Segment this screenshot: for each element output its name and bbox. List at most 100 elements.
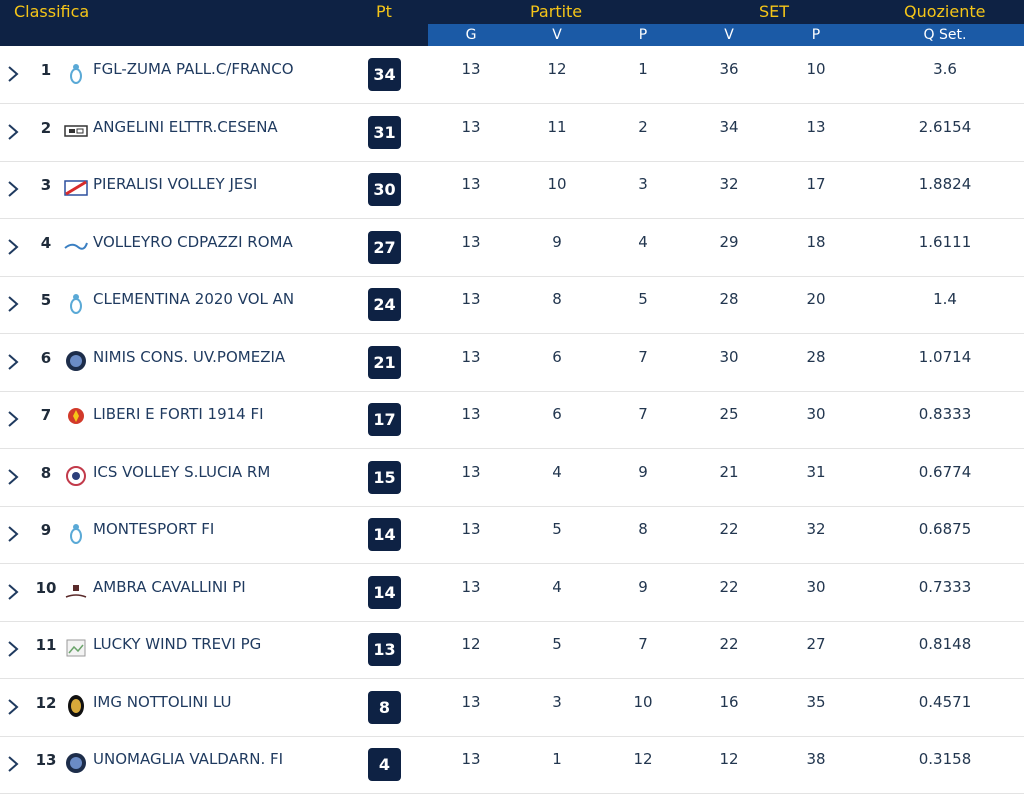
rank: 12 <box>35 693 57 712</box>
cell-g: 13 <box>461 520 481 538</box>
table-row[interactable]: 6 NIMIS CONS. UV.POMEZIA 21 13 6 7 30 28 1.0714 <box>0 334 1024 392</box>
cell-v: 9 <box>552 232 562 251</box>
team-name[interactable]: MONTESPORT FI <box>93 520 215 538</box>
header-partite: Partite <box>530 2 583 21</box>
chevron-right-icon[interactable] <box>6 754 20 774</box>
round-badge-icon <box>64 349 88 373</box>
table-row[interactable]: 11 LUCKY WIND TREVI PG 13 12 5 7 22 27 0.8148 <box>0 621 1024 679</box>
cell-g: 13 <box>461 117 481 136</box>
subheader-qset: Q Set. <box>923 27 967 43</box>
chevron-right-icon[interactable] <box>6 467 20 487</box>
chevron-right-icon[interactable] <box>6 639 20 659</box>
team-name[interactable]: PIERALISI VOLLEY JESI <box>93 175 258 193</box>
chevron-right-icon[interactable] <box>6 122 20 142</box>
cell-sp: 20 <box>806 290 826 308</box>
crest-logo-icon <box>64 406 88 430</box>
points-badge: 13 <box>368 633 401 666</box>
cell-g: 13 <box>461 405 481 423</box>
team-name[interactable]: AMBRA CAVALLINI PI <box>93 577 246 596</box>
team-name[interactable]: LUCKY WIND TREVI PG <box>93 635 262 653</box>
table-row[interactable]: 10 AMBRA CAVALLINI PI 14 13 4 9 22 30 0.7333 <box>0 564 1024 622</box>
flag-logo-icon <box>64 176 88 200</box>
rank: 6 <box>40 348 52 367</box>
cell-g: 13 <box>461 577 481 596</box>
points-badge: 14 <box>368 575 401 609</box>
points-badge: 31 <box>368 115 401 149</box>
cell-v: 10 <box>547 175 567 193</box>
table-row[interactable]: 12 IMG NOTTOLINI LU 8 13 3 10 16 35 0.4571 <box>0 679 1024 737</box>
chevron-right-icon[interactable] <box>6 409 20 429</box>
table-row[interactable]: 3 PIERALISI VOLLEY JESI 30 13 10 3 32 17 1.8824 <box>0 161 1024 219</box>
cell-p: 4 <box>638 232 648 251</box>
cell-sv: 28 <box>719 290 739 308</box>
rank: 9 <box>40 521 52 539</box>
table-row[interactable]: 5 CLEMENTINA 2020 VOL AN 24 13 8 5 28 20 1.4 <box>0 276 1024 334</box>
chevron-right-icon[interactable] <box>6 294 20 314</box>
team-name[interactable]: ANGELINI ELTTR.CESENA <box>93 117 278 136</box>
cell-v: 12 <box>547 60 567 78</box>
cell-p: 8 <box>638 520 648 538</box>
cell-p: 12 <box>633 750 653 768</box>
rank: 13 <box>35 751 57 769</box>
cell-q: 0.6875 <box>918 520 972 538</box>
table-row[interactable]: 4 VOLLEYRO CDPAZZI ROMA 27 13 9 4 29 18 1.6111 <box>0 219 1024 277</box>
points-badge: 15 <box>368 460 401 494</box>
cell-q: 3.6 <box>933 60 957 78</box>
team-name[interactable]: VOLLEYRO CDPAZZI ROMA <box>93 232 293 251</box>
cell-v: 6 <box>552 405 562 423</box>
team-name[interactable]: ICS VOLLEY S.LUCIA RM <box>93 462 271 481</box>
subheader-set-p: P <box>811 27 821 43</box>
rank: 3 <box>40 176 52 194</box>
cell-sp: 32 <box>806 520 826 538</box>
cell-v: 11 <box>547 117 567 136</box>
cell-q: 1.8824 <box>918 175 972 193</box>
round-badge-icon <box>64 751 88 775</box>
team-name[interactable]: UNOMAGLIA VALDARN. FI <box>93 750 284 768</box>
points-badge: 24 <box>368 288 401 321</box>
team-name[interactable]: LIBERI E FORTI 1914 FI <box>93 405 264 423</box>
chevron-right-icon[interactable] <box>6 179 20 199</box>
cell-p: 9 <box>638 577 648 596</box>
chevron-right-icon[interactable] <box>6 582 20 602</box>
cell-v: 8 <box>552 290 562 308</box>
cell-p: 7 <box>638 405 648 423</box>
chevron-right-icon[interactable] <box>6 64 20 84</box>
cell-p: 1 <box>638 60 648 78</box>
cell-q: 1.6111 <box>918 232 972 251</box>
cell-sp: 13 <box>806 117 826 136</box>
table-row[interactable]: 13 UNOMAGLIA VALDARN. FI 4 13 1 12 12 38 0.3158 <box>0 736 1024 794</box>
table-row[interactable]: 1 FGL-ZUMA PALL.C/FRANCO 34 13 12 1 36 10 3.6 <box>0 46 1024 104</box>
table-row[interactable]: 2 ANGELINI ELTTR.CESENA 31 13 11 2 34 13 2.6154 <box>0 104 1024 162</box>
cell-g: 13 <box>461 232 481 251</box>
cell-v: 4 <box>552 462 562 481</box>
subheader-bar <box>428 24 1024 46</box>
table-row[interactable]: 8 ICS VOLLEY S.LUCIA RM 15 13 4 9 21 31 0.6774 <box>0 449 1024 507</box>
cell-sp: 28 <box>806 347 826 366</box>
cell-g: 13 <box>461 750 481 768</box>
team-name[interactable]: FGL-ZUMA PALL.C/FRANCO <box>93 60 294 78</box>
cell-g: 13 <box>461 347 481 366</box>
cell-q: 0.3158 <box>918 750 972 768</box>
rank: 1 <box>40 61 52 79</box>
team-name[interactable]: NIMIS CONS. UV.POMEZIA <box>93 347 286 366</box>
chevron-right-icon[interactable] <box>6 524 20 544</box>
table-row[interactable]: 7 LIBERI E FORTI 1914 FI 17 13 6 7 25 30 0.8333 <box>0 391 1024 449</box>
cell-q: 0.4571 <box>918 692 972 711</box>
chevron-right-icon[interactable] <box>6 352 20 372</box>
table-row[interactable]: 9 MONTESPORT FI 14 13 5 8 22 32 0.6875 <box>0 506 1024 564</box>
cell-sp: 38 <box>806 750 826 768</box>
chevron-right-icon[interactable] <box>6 697 20 717</box>
points-badge: 21 <box>368 345 401 379</box>
cell-sp: 35 <box>806 692 826 711</box>
club-logo-icon <box>64 119 88 143</box>
rank: 10 <box>35 578 57 597</box>
cell-g: 13 <box>461 60 481 78</box>
team-name[interactable]: CLEMENTINA 2020 VOL AN <box>93 290 295 308</box>
subheader-p: P <box>638 27 648 43</box>
cell-sv: 34 <box>719 117 739 136</box>
chevron-right-icon[interactable] <box>6 237 20 257</box>
cell-q: 0.8148 <box>918 635 972 653</box>
team-name[interactable]: IMG NOTTOLINI LU <box>93 692 232 711</box>
cell-v: 6 <box>552 347 562 366</box>
cell-g: 13 <box>461 692 481 711</box>
